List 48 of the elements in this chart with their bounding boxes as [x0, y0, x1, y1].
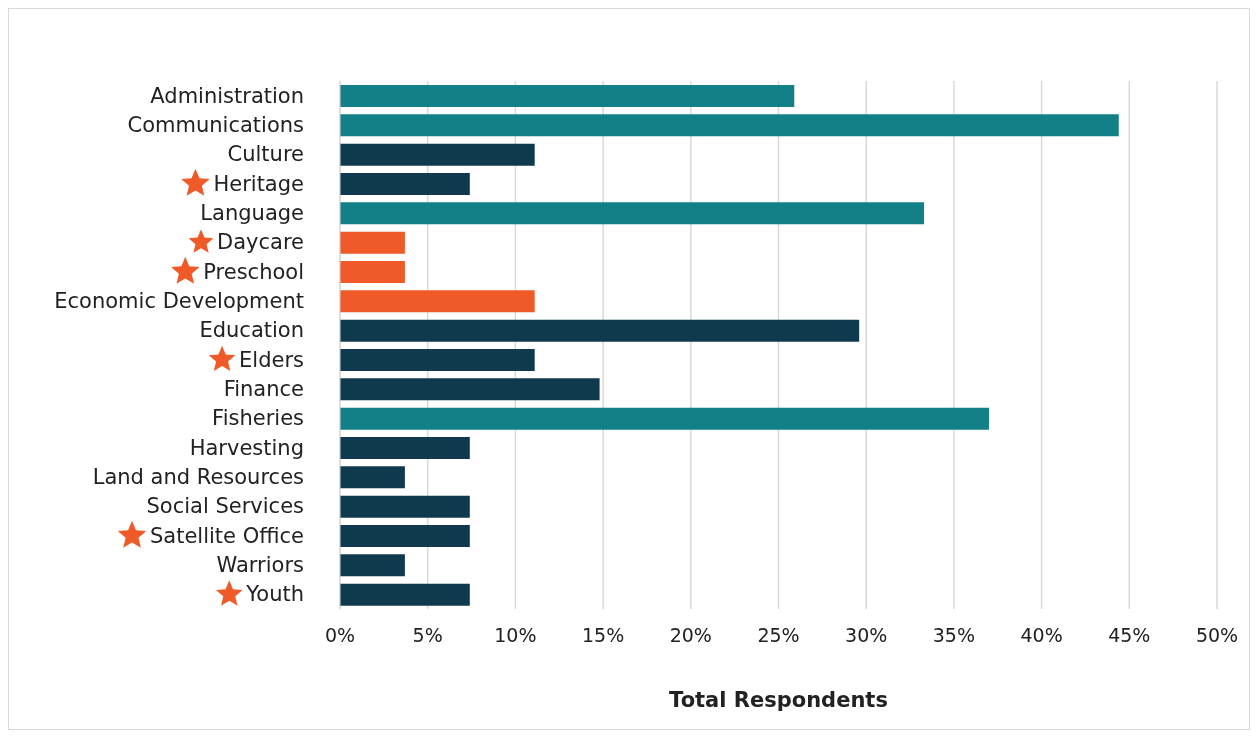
bar [340, 437, 470, 459]
bar [340, 554, 405, 577]
bar [340, 85, 795, 107]
y-tick-label: Communications [127, 113, 304, 137]
bar [340, 378, 600, 401]
y-tick-label: Satellite Office [150, 523, 304, 548]
y-tick-label: Youth [245, 582, 304, 607]
y-tick-label: Social Services [146, 494, 304, 519]
y-tick-label: Administration [150, 83, 304, 108]
bar [340, 261, 405, 283]
y-tick-label: Land and Resources [92, 465, 304, 489]
bar [340, 114, 1119, 137]
y-tick-label: Economic Development [54, 289, 304, 313]
bar [340, 525, 470, 547]
y-tick-label: Education [199, 318, 304, 343]
x-tick-label: 35% [932, 624, 976, 647]
bar [340, 173, 470, 195]
bar [340, 466, 405, 489]
bar [340, 290, 535, 313]
bar [340, 349, 535, 371]
bar [340, 407, 989, 430]
x-tick-label: 5% [412, 624, 443, 647]
x-axis-title: Total Respondents [669, 688, 888, 712]
y-tick-label: Preschool [203, 259, 304, 284]
y-tick-label: Culture [227, 142, 304, 167]
bar [340, 319, 860, 342]
x-tick-label: 50% [1195, 624, 1239, 647]
bar [340, 495, 470, 518]
x-tick-label: 25% [757, 624, 800, 647]
bar [340, 231, 405, 254]
x-tick-label: 0% [324, 624, 356, 647]
y-tick-label: Daycare [217, 230, 304, 255]
y-tick-label: Harvesting [189, 435, 304, 460]
bar [340, 143, 535, 166]
y-tick-label: Elders [239, 347, 304, 372]
x-tick-label: 10% [494, 624, 537, 647]
y-tick-label: Heritage [213, 171, 304, 196]
x-tick-label: 30% [845, 624, 888, 647]
y-tick-label: Finance [223, 377, 304, 401]
y-tick-label: Warriors [216, 553, 304, 577]
x-tick-label: 45% [1108, 624, 1151, 647]
y-tick-label: Language [200, 201, 304, 225]
bar [340, 583, 470, 606]
x-tick-label: 20% [669, 624, 712, 647]
y-tick-label: Fisheries [212, 406, 304, 431]
x-tick-label: 40% [1020, 624, 1063, 647]
x-tick-label: 15% [581, 624, 625, 647]
bar [340, 202, 925, 225]
